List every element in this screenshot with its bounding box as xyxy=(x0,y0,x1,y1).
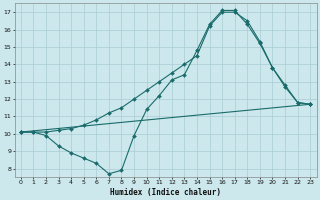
X-axis label: Humidex (Indice chaleur): Humidex (Indice chaleur) xyxy=(110,188,221,197)
